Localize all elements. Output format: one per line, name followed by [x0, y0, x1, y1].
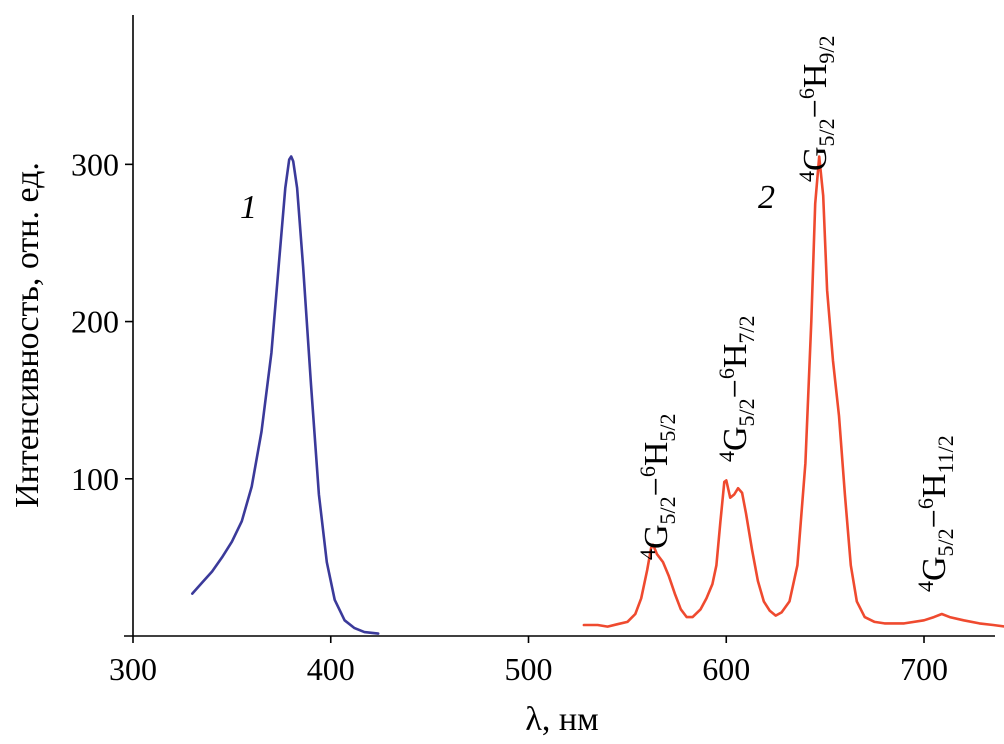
y-axis-title: Интенсивность, отн. ед. [9, 162, 46, 508]
x-tick-label: 300 [109, 651, 157, 687]
x-tick-label: 400 [307, 651, 355, 687]
x-tick-label: 500 [505, 651, 553, 687]
series-1-line [191, 155, 380, 635]
y-tick-label: 200 [71, 304, 119, 340]
x-axis-title: λ, нм [525, 701, 598, 738]
series-2-line [582, 155, 1004, 628]
axes [124, 15, 995, 637]
transition-label-h92: 4G5/2−6H9/2 [794, 35, 839, 182]
transition-label-h72: 4G5/2−6H7/2 [714, 315, 759, 462]
series-group [191, 155, 1004, 635]
transition-label-h112: 4G5/2−6H11/2 [913, 435, 958, 592]
x-tick-label: 600 [702, 651, 750, 687]
y-tick-label: 100 [71, 461, 119, 497]
transition-label-h52: 4G5/2−6H5/2 [635, 413, 680, 560]
series-1-label: 1 [240, 189, 257, 226]
y-axis-ticks: 100 200 300 [71, 146, 133, 497]
x-tick-label: 700 [900, 651, 948, 687]
x-axis-ticks: 300 400 500 600 700 [109, 636, 948, 687]
y-tick-label: 300 [71, 146, 119, 182]
series-2-label: 2 [758, 179, 775, 216]
